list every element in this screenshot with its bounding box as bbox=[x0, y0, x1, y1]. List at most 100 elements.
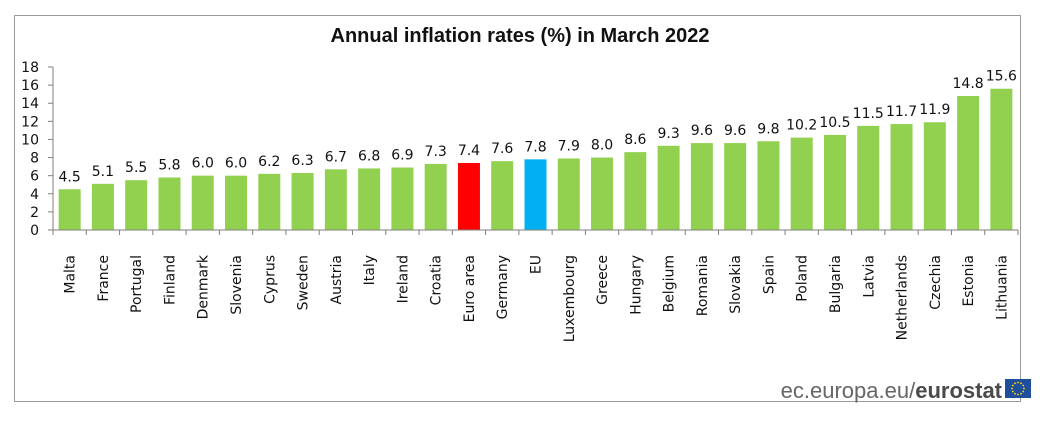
category-label-cyprus: Cyprus bbox=[262, 255, 278, 304]
bar-slovakia bbox=[724, 143, 747, 230]
flag-star bbox=[1022, 390, 1025, 393]
category-label-euro-area: Euro area bbox=[462, 255, 478, 322]
category-label-portugal: Portugal bbox=[129, 255, 145, 313]
bar-portugal bbox=[125, 180, 148, 230]
bar-hungary bbox=[624, 152, 647, 230]
bar-malta bbox=[58, 189, 81, 230]
bar-croatia bbox=[424, 163, 447, 230]
bar-france bbox=[91, 183, 114, 230]
data-label-portugal: 5.5 bbox=[125, 160, 147, 176]
y-tick-label: 12 bbox=[21, 114, 39, 130]
bar-romania bbox=[690, 143, 713, 230]
bar-poland bbox=[790, 137, 813, 230]
bar-bulgaria bbox=[823, 134, 846, 230]
y-tick-label: 8 bbox=[30, 151, 39, 167]
bar-italy bbox=[358, 168, 381, 230]
bar-euro-area bbox=[457, 162, 480, 230]
category-label-france: France bbox=[96, 255, 112, 302]
data-label-cyprus: 6.2 bbox=[258, 154, 280, 170]
data-label-luxembourg: 7.9 bbox=[558, 138, 580, 154]
flag-star bbox=[1020, 382, 1022, 385]
y-tick-label: 0 bbox=[30, 223, 39, 239]
category-label-germany: Germany bbox=[495, 255, 511, 319]
bar-austria bbox=[324, 169, 347, 230]
bar-denmark bbox=[191, 175, 214, 230]
bar-latvia bbox=[857, 125, 880, 230]
y-tick-label: 4 bbox=[30, 187, 39, 203]
y-tick-label: 10 bbox=[21, 132, 39, 148]
category-label-latvia: Latvia bbox=[861, 255, 877, 298]
eu-flag-icon bbox=[1005, 379, 1031, 398]
category-label-czechia: Czechia bbox=[928, 255, 944, 310]
category-label-greece: Greece bbox=[595, 255, 611, 305]
data-label-germany: 7.6 bbox=[491, 141, 513, 157]
bar-eu bbox=[524, 159, 547, 230]
data-label-poland: 10.2 bbox=[786, 118, 817, 134]
flag-star bbox=[1011, 384, 1014, 387]
category-label-malta: Malta bbox=[63, 255, 79, 294]
category-label-lithuania: Lithuania bbox=[994, 255, 1010, 320]
bar-spain bbox=[757, 141, 780, 230]
data-label-romania: 9.6 bbox=[691, 123, 713, 139]
data-label-hungary: 8.6 bbox=[624, 132, 646, 148]
data-label-slovenia: 6.0 bbox=[225, 156, 247, 172]
data-label-latvia: 11.5 bbox=[853, 106, 884, 122]
category-label-ireland: Ireland bbox=[395, 255, 411, 303]
category-label-spain: Spain bbox=[761, 255, 777, 294]
bar-slovenia bbox=[225, 175, 248, 230]
bar-netherlands bbox=[890, 124, 913, 230]
source-brand: eurostat bbox=[915, 378, 1002, 403]
category-label-belgium: Belgium bbox=[662, 255, 678, 312]
bar-belgium bbox=[657, 145, 680, 230]
category-label-luxembourg: Luxembourg bbox=[562, 255, 578, 342]
category-label-eu: EU bbox=[529, 255, 545, 274]
bar-czechia bbox=[923, 122, 946, 230]
flag-star bbox=[1014, 382, 1016, 385]
data-label-denmark: 6.0 bbox=[192, 156, 214, 172]
source-credit[interactable]: ec.europa.eu/eurostat bbox=[781, 378, 1002, 404]
flag-star bbox=[1022, 384, 1025, 387]
y-tick-label: 16 bbox=[21, 78, 39, 94]
flag-star bbox=[1017, 393, 1019, 396]
x-axis: Malta France Portugal Finland Denmark Sloveni… bbox=[52, 229, 1019, 342]
category-label-croatia: Croatia bbox=[429, 255, 445, 305]
bar-greece bbox=[591, 157, 614, 230]
data-label-sweden: 6.3 bbox=[291, 153, 313, 169]
category-label-finland: Finland bbox=[162, 255, 178, 305]
category-label-slovakia: Slovakia bbox=[728, 255, 744, 314]
chart-frame bbox=[14, 15, 1021, 402]
flag-star bbox=[1011, 390, 1014, 393]
y-tick-label: 14 bbox=[21, 96, 39, 112]
data-label-slovakia: 9.6 bbox=[724, 123, 746, 139]
category-label-austria: Austria bbox=[329, 255, 345, 304]
data-label-eu: 7.8 bbox=[524, 139, 546, 155]
data-label-spain: 9.8 bbox=[757, 121, 779, 137]
y-tick-label: 6 bbox=[30, 169, 39, 185]
category-label-poland: Poland bbox=[795, 255, 811, 302]
data-label-croatia: 7.3 bbox=[425, 144, 447, 160]
flag-star bbox=[1011, 387, 1013, 390]
source-site: ec.europa.eu/ bbox=[780, 378, 916, 403]
data-label-malta: 4.5 bbox=[59, 169, 81, 185]
category-label-romania: Romania bbox=[695, 255, 711, 316]
data-label-czechia: 11.9 bbox=[919, 102, 950, 118]
data-label-austria: 6.7 bbox=[325, 149, 347, 165]
category-label-bulgaria: Bulgaria bbox=[828, 255, 844, 313]
flag-star bbox=[1014, 392, 1016, 395]
bar-estonia bbox=[957, 95, 980, 230]
bar-germany bbox=[491, 161, 514, 230]
flag-star bbox=[1017, 381, 1019, 384]
flag-star bbox=[1020, 392, 1022, 395]
data-label-finland: 5.8 bbox=[158, 157, 180, 173]
data-label-greece: 8.0 bbox=[591, 138, 613, 154]
category-label-netherlands: Netherlands bbox=[895, 255, 911, 340]
bar-sweden bbox=[291, 172, 314, 230]
data-label-lithuania: 15.6 bbox=[986, 69, 1017, 85]
y-tick-label: 2 bbox=[30, 205, 39, 221]
value-labels: 4.5 5.1 5.5 5.8 6.0 6.0 6.2 6.3 6.7 6.8 6.9 7.3 7.4 7… bbox=[59, 69, 1018, 186]
y-tick-label: 18 bbox=[21, 60, 39, 76]
category-label-hungary: Hungary bbox=[628, 255, 644, 315]
data-label-estonia: 14.8 bbox=[953, 76, 984, 92]
chart-title: Annual inflation rates (%) in March 2022 bbox=[330, 25, 710, 47]
